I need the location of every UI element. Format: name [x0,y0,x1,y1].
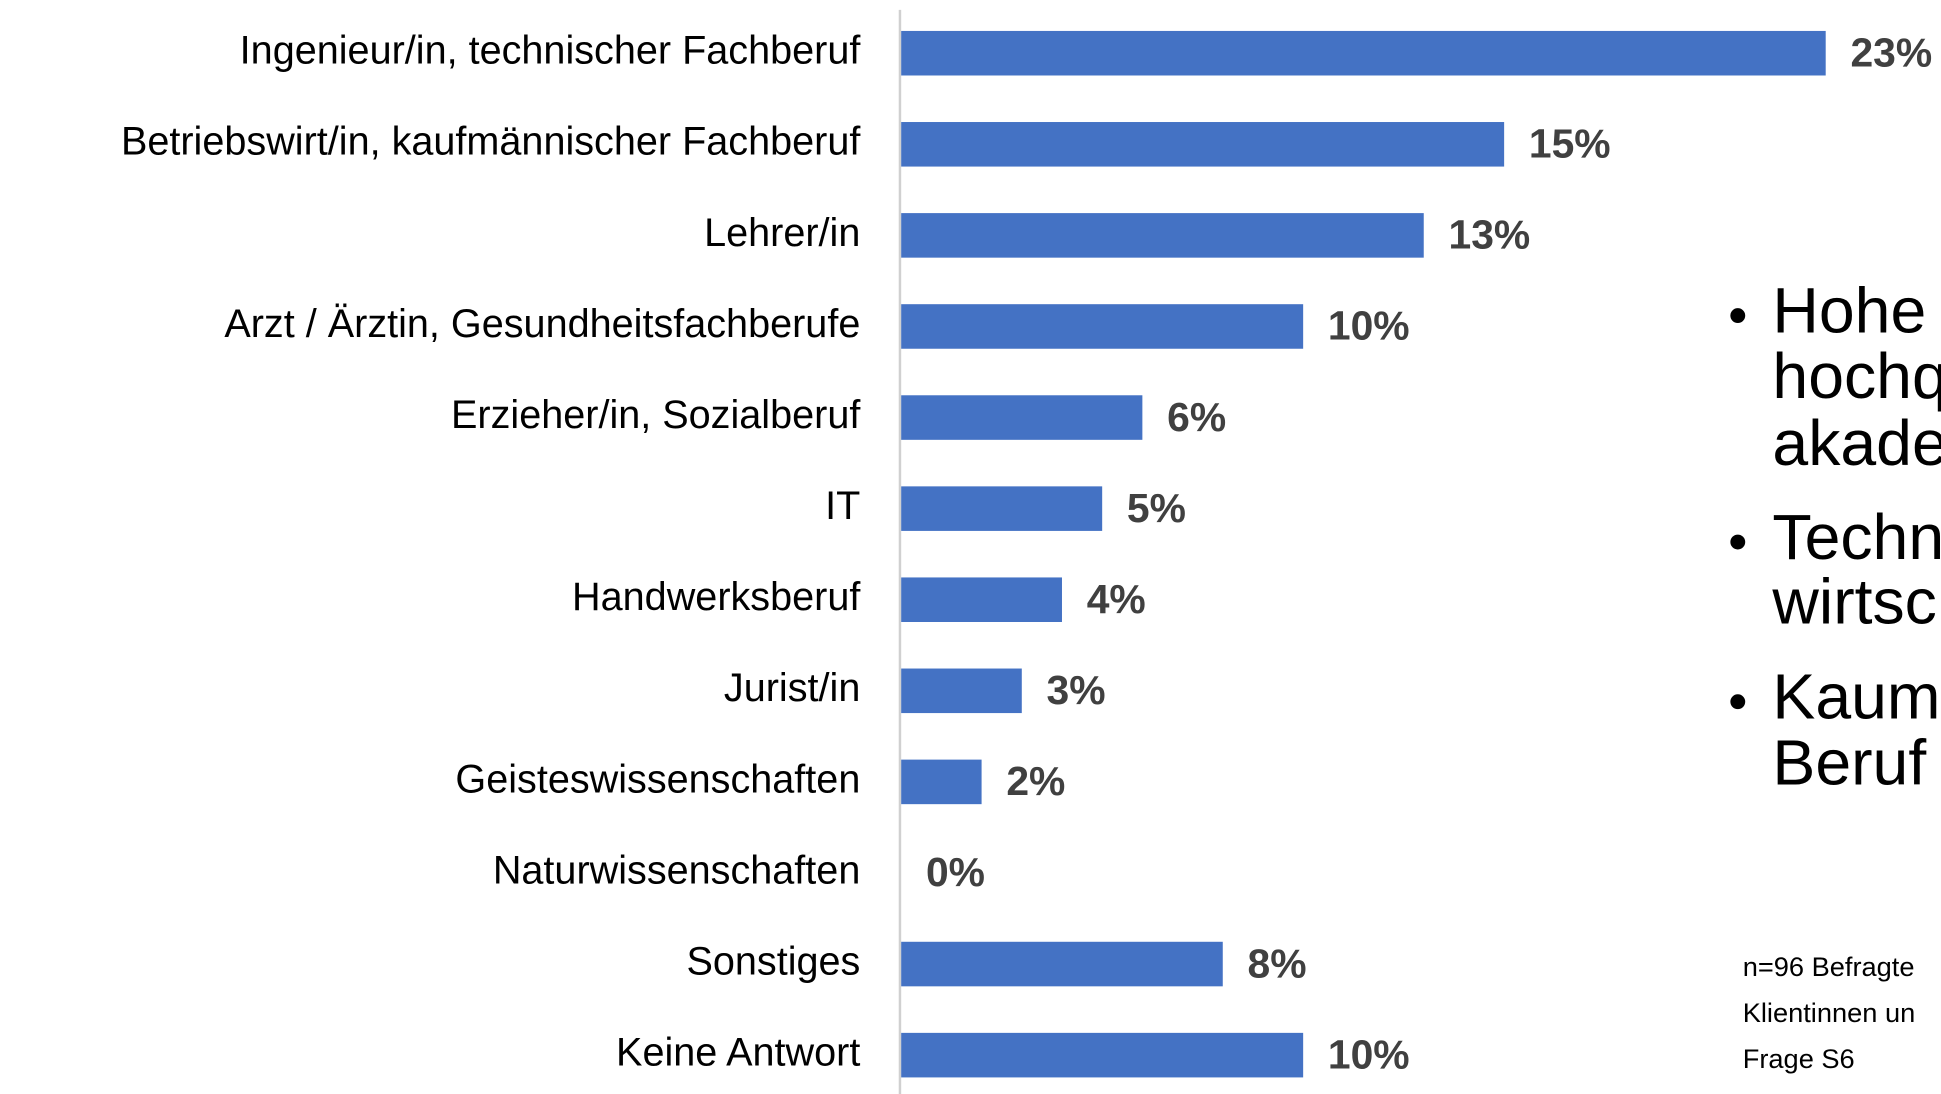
bar [901,941,1223,987]
value-label: 4% [1087,576,1146,622]
category-label: Jurist/in [724,666,860,710]
bar [901,577,1062,622]
bullet-text: Kaum [1772,661,1940,733]
bar [901,30,1826,76]
bar [901,122,1505,167]
bullet-text: Beruf [1772,726,1926,798]
value-label: 23% [1850,29,1932,75]
value-label: 0% [926,849,985,895]
category-label: Keine Antwort [616,1031,860,1075]
bullet-text: Hohe [1772,275,1926,347]
bullet-dot [1730,308,1746,324]
bullet-dot [1730,694,1746,710]
category-label: Geisteswissenschaften [455,757,860,801]
value-label: 10% [1328,1031,1410,1077]
bar [901,304,1304,349]
category-label: IT [825,484,860,528]
category-label: Lehrer/in [704,211,860,255]
footnote: Frage S6 [1743,1043,1855,1074]
value-label: 2% [1006,758,1065,804]
bar [901,395,1143,440]
category-label: Handwerksberuf [572,575,861,619]
bullet-text: Techn [1772,501,1941,573]
category-label: Betriebswirt/in, kaufmännischer Fachberu… [121,120,861,164]
bullet-text: wirtsc [1771,565,1936,637]
bullet-text: hochq [1772,340,1941,412]
bar [901,486,1103,531]
value-label: 15% [1529,121,1611,167]
value-label: 5% [1127,485,1186,531]
bullet-text: akade [1772,407,1941,479]
value-label: 3% [1047,667,1106,713]
footnote: n=96 Befragte [1743,951,1915,982]
bar [901,1032,1304,1078]
bar [901,759,982,805]
bar [901,668,1022,714]
category-label: Ingenieur/in, technischer Fachberuf [240,29,862,73]
category-label: Arzt / Ärztin, Gesundheitsfachberufe [224,302,860,346]
category-label: Erzieher/in, Sozialberuf [451,393,861,437]
value-label: 13% [1448,212,1530,258]
value-label: 6% [1167,394,1226,440]
category-label: Sonstiges [686,940,860,984]
footnote: Klientinnen un [1743,997,1916,1028]
category-label: Naturwissenschaften [493,848,861,892]
value-label: 10% [1328,303,1410,349]
value-label: 8% [1248,940,1307,986]
bar [901,213,1424,258]
bullet-dot [1730,534,1746,550]
